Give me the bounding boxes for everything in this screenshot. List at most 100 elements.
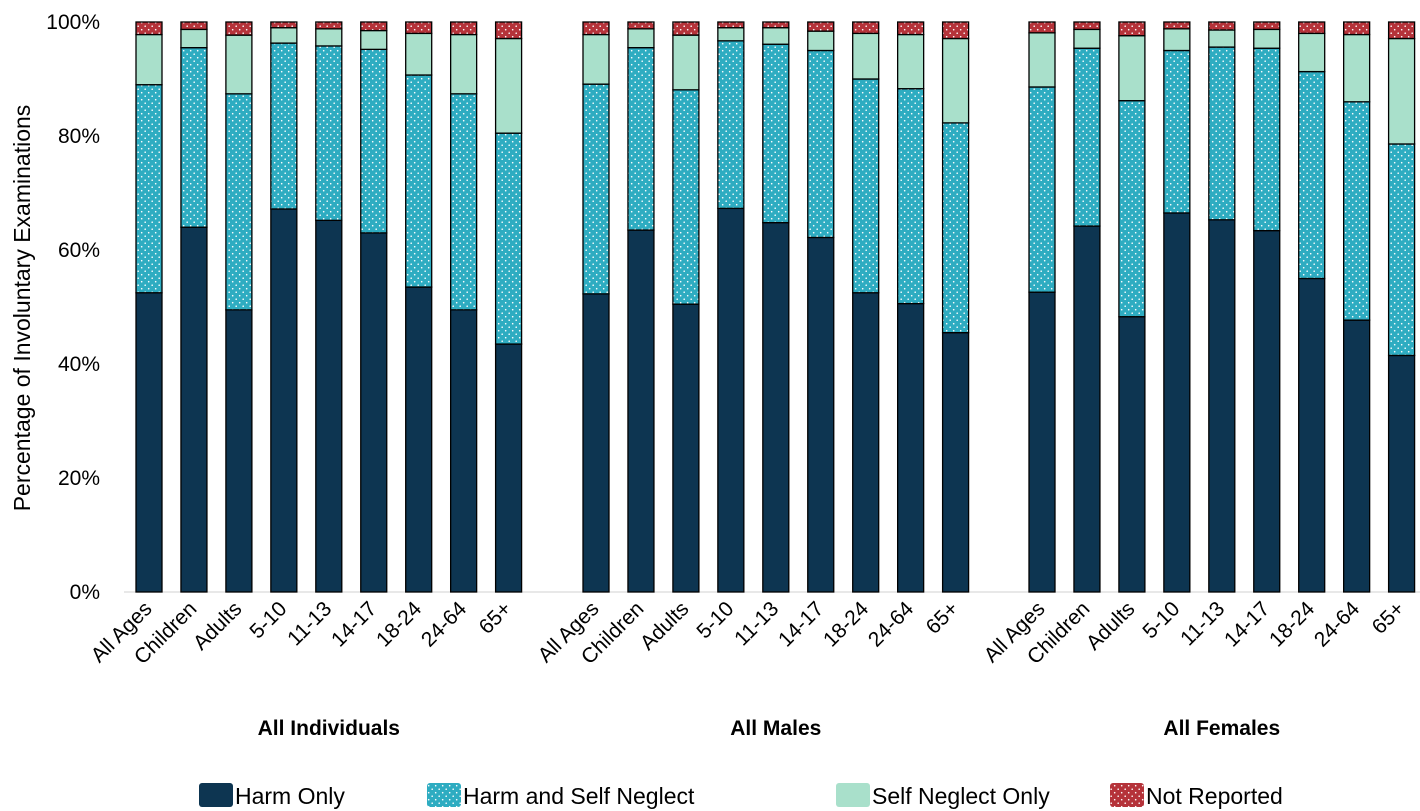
bar-segment-self-neglect-only bbox=[449, 33, 478, 95]
legend-swatch-harm-only bbox=[199, 783, 233, 807]
legend-label: Not Reported bbox=[1146, 783, 1283, 809]
bar-segment-not-reported bbox=[225, 21, 253, 36]
bar-segment-not-reported bbox=[1118, 21, 1146, 37]
bar-segment-harm-only bbox=[1387, 354, 1416, 593]
bar-segment-harm-only bbox=[807, 236, 835, 593]
bar-segment-not-reported bbox=[315, 21, 343, 30]
bar-segment-not-reported bbox=[762, 21, 790, 29]
bar-segment-self-neglect-only bbox=[315, 28, 343, 47]
bar-segment-harm-and-self-neglect bbox=[1073, 47, 1101, 227]
bar-segment-not-reported bbox=[270, 21, 298, 29]
category-label: 11-13 bbox=[1176, 597, 1229, 650]
bar-segment-harm-and-self-neglect bbox=[449, 93, 478, 311]
bar-segment-not-reported bbox=[449, 21, 478, 36]
bar-segment-harm-only bbox=[1073, 225, 1101, 593]
bar-segment-harm-only bbox=[494, 343, 523, 593]
bar-segment-not-reported bbox=[135, 21, 163, 36]
bar-segment-self-neglect-only bbox=[672, 34, 700, 91]
bar-segment-harm-and-self-neglect bbox=[180, 47, 208, 228]
bar-segment-harm-only bbox=[1298, 277, 1326, 593]
bar-segment-self-neglect-only bbox=[1343, 33, 1371, 103]
category-label: 24-64 bbox=[864, 597, 918, 651]
category-label: 18-24 bbox=[1265, 597, 1319, 651]
bar-segment-harm-only bbox=[449, 309, 478, 593]
category-label: Adults bbox=[636, 597, 694, 655]
legend-label: Harm Only bbox=[235, 783, 345, 809]
bar-segment-self-neglect-only bbox=[897, 33, 925, 90]
bar-segment-harm-only bbox=[405, 286, 433, 593]
y-tick-label: 80% bbox=[58, 125, 100, 148]
bar-segment-self-neglect-only bbox=[270, 27, 298, 44]
bar-segment-harm-and-self-neglect bbox=[1343, 101, 1371, 321]
legend: Harm Only Harm and Self Neglect Self Negle… bbox=[199, 783, 1283, 809]
bar-segment-not-reported bbox=[180, 21, 208, 31]
bar-segment-not-reported bbox=[672, 21, 700, 36]
y-tick-label: 0% bbox=[70, 581, 100, 604]
bar-segment-self-neglect-only bbox=[717, 27, 745, 42]
legend-swatch-self-neglect-only bbox=[836, 783, 870, 807]
bar-segment-harm-only bbox=[1253, 229, 1281, 593]
bar-segment-not-reported bbox=[717, 21, 745, 29]
bar-segment-self-neglect-only bbox=[762, 27, 790, 45]
category-labels: All AgesChildrenAdults5-1011-1314-1718-2… bbox=[87, 597, 1410, 669]
bar-segment-not-reported bbox=[1028, 21, 1056, 34]
bar-segment-harm-only bbox=[225, 309, 253, 593]
bar-segment-not-reported bbox=[807, 21, 835, 32]
bar-segment-harm-only bbox=[941, 331, 970, 593]
bar-segment-self-neglect-only bbox=[582, 33, 610, 85]
bar-segment-harm-and-self-neglect bbox=[1253, 47, 1281, 232]
y-tick-label: 60% bbox=[58, 239, 100, 262]
category-label: 24-64 bbox=[1310, 597, 1364, 651]
bar-segment-self-neglect-only bbox=[807, 30, 835, 52]
bar-segment-harm-and-self-neglect bbox=[1163, 49, 1191, 214]
bar-segment-not-reported bbox=[1163, 21, 1191, 30]
bar-segment-harm-and-self-neglect bbox=[1028, 86, 1056, 293]
bar-segment-not-reported bbox=[1343, 21, 1371, 36]
bar-segment-harm-and-self-neglect bbox=[315, 45, 343, 222]
bar-segment-harm-and-self-neglect bbox=[494, 132, 523, 345]
bar-segment-self-neglect-only bbox=[1208, 29, 1236, 48]
category-label: 65+ bbox=[922, 597, 963, 638]
legend-swatch-harm-and-self-neglect bbox=[427, 783, 461, 807]
bar-segment-harm-only bbox=[1208, 219, 1236, 593]
y-tick-label: 20% bbox=[58, 467, 100, 490]
category-label: 11-13 bbox=[283, 597, 336, 650]
bar-segment-not-reported bbox=[582, 21, 610, 36]
bar-segment-harm-only bbox=[1118, 316, 1146, 593]
legend-label: Harm and Self Neglect bbox=[463, 783, 695, 809]
bar-segment-harm-only bbox=[135, 292, 163, 593]
bar-segment-harm-and-self-neglect bbox=[762, 43, 790, 224]
bar-segment-harm-and-self-neglect bbox=[1208, 46, 1236, 221]
bar-segment-harm-only bbox=[582, 293, 610, 593]
group-label: All Individuals bbox=[258, 717, 400, 740]
bar-segment-self-neglect-only bbox=[225, 34, 253, 95]
bar-segment-harm-only bbox=[1343, 319, 1371, 593]
bar-segment-not-reported bbox=[852, 21, 880, 35]
bar-segment-self-neglect-only bbox=[1298, 32, 1326, 73]
bar-segment-harm-and-self-neglect bbox=[897, 88, 925, 305]
bar-segment-not-reported bbox=[1073, 21, 1101, 31]
bar-segment-harm-and-self-neglect bbox=[135, 84, 163, 294]
bar-segment-harm-only bbox=[180, 226, 208, 593]
category-label: Adults bbox=[189, 597, 247, 655]
bar-segment-self-neglect-only bbox=[1118, 35, 1146, 102]
y-tick-label: 40% bbox=[58, 353, 100, 376]
bar-segment-not-reported bbox=[405, 21, 433, 35]
y-axis-label: Percentage of Involuntary Examinations bbox=[9, 105, 35, 512]
bar-segment-harm-only bbox=[1028, 291, 1056, 593]
bar-segment-self-neglect-only bbox=[627, 28, 655, 49]
bar-segment-self-neglect-only bbox=[852, 32, 880, 80]
bar-segment-harm-and-self-neglect bbox=[672, 89, 700, 305]
bar-segment-self-neglect-only bbox=[1028, 32, 1056, 88]
category-label: 24-64 bbox=[417, 597, 471, 651]
bar-segment-self-neglect-only bbox=[941, 37, 970, 124]
bar-segment-self-neglect-only bbox=[180, 28, 208, 49]
bar-segment-harm-and-self-neglect bbox=[360, 48, 388, 234]
bar-segment-harm-and-self-neglect bbox=[627, 47, 655, 231]
category-label: Adults bbox=[1082, 597, 1140, 655]
category-label: 14-17 bbox=[774, 597, 828, 651]
bars bbox=[135, 21, 1416, 593]
bar-segment-not-reported bbox=[941, 21, 970, 40]
bar-segment-self-neglect-only bbox=[494, 37, 523, 134]
category-label: 65+ bbox=[475, 597, 516, 638]
